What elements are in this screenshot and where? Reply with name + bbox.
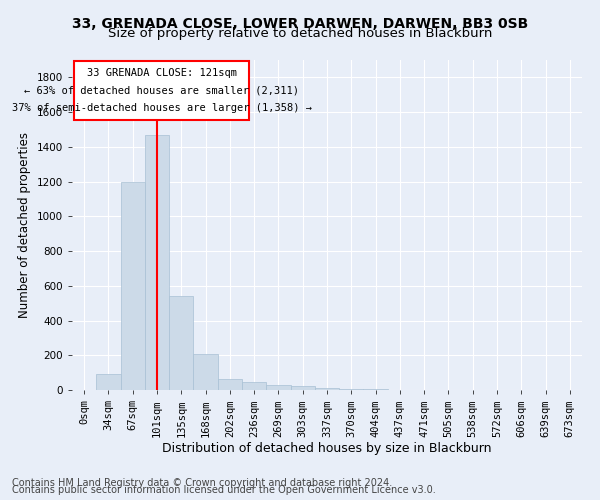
Bar: [218, 378, 242, 390]
Text: 33 GRENADA CLOSE: 121sqm: 33 GRENADA CLOSE: 121sqm: [87, 68, 237, 78]
Bar: [121, 182, 145, 390]
Bar: [339, 388, 364, 390]
Bar: [290, 386, 315, 390]
Text: 33, GRENADA CLOSE, LOWER DARWEN, DARWEN, BB3 0SB: 33, GRENADA CLOSE, LOWER DARWEN, DARWEN,…: [72, 18, 528, 32]
Text: Contains public sector information licensed under the Open Government Licence v3: Contains public sector information licen…: [12, 485, 436, 495]
Bar: [242, 382, 266, 390]
Bar: [169, 296, 193, 390]
Y-axis label: Number of detached properties: Number of detached properties: [18, 132, 31, 318]
Text: 37% of semi-detached houses are larger (1,358) →: 37% of semi-detached houses are larger (…: [12, 103, 312, 113]
Text: ← 63% of detached houses are smaller (2,311): ← 63% of detached houses are smaller (2,…: [25, 86, 299, 96]
FancyBboxPatch shape: [74, 61, 249, 120]
Bar: [315, 388, 339, 390]
Bar: [96, 374, 121, 390]
Bar: [145, 134, 169, 390]
Bar: [266, 385, 290, 390]
X-axis label: Distribution of detached houses by size in Blackburn: Distribution of detached houses by size …: [162, 442, 492, 455]
Text: Size of property relative to detached houses in Blackburn: Size of property relative to detached ho…: [108, 28, 492, 40]
Text: Contains HM Land Registry data © Crown copyright and database right 2024.: Contains HM Land Registry data © Crown c…: [12, 478, 392, 488]
Bar: [364, 389, 388, 390]
Bar: [193, 354, 218, 390]
